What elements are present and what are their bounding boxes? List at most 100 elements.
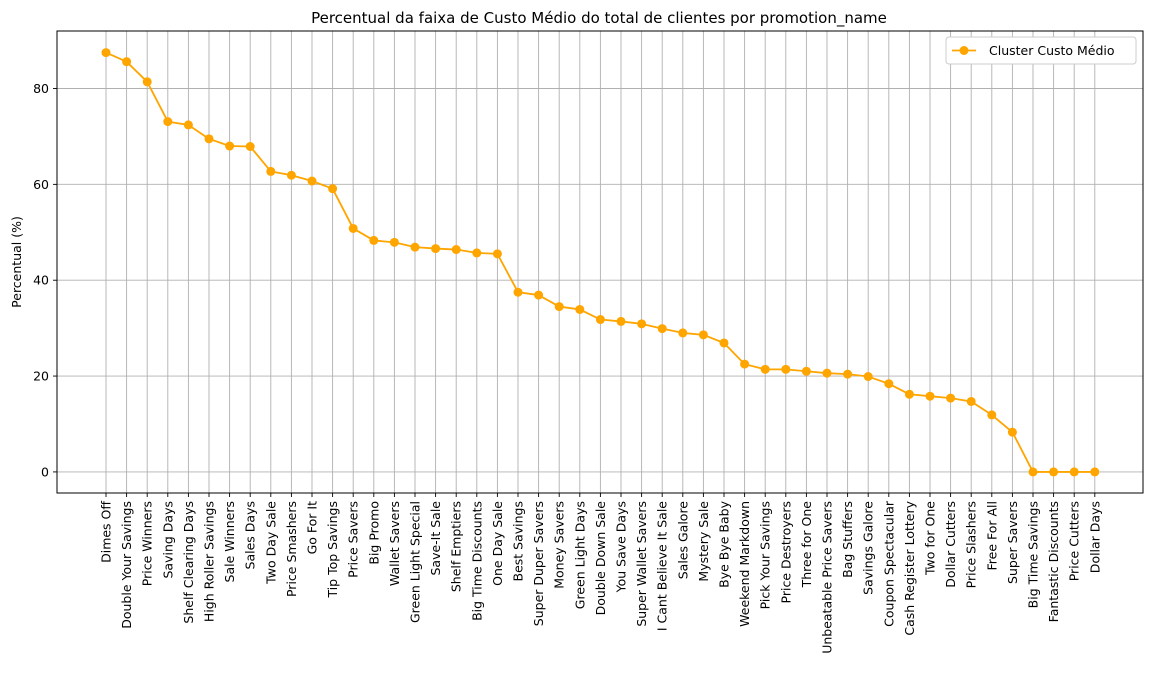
data-point — [328, 184, 338, 194]
x-tick-label: Price Savers — [346, 501, 361, 578]
x-tick-label: Cash Register Lottery — [902, 500, 917, 635]
data-point — [575, 304, 585, 314]
legend-label: Cluster Custo Médio — [989, 43, 1115, 58]
data-point — [286, 170, 296, 180]
x-tick-label: Pick Your Savings — [758, 501, 773, 609]
x-tick-label: Bag Stuffers — [840, 501, 855, 578]
data-point — [678, 328, 688, 338]
y-tick-label: 40 — [33, 273, 49, 288]
data-point — [657, 324, 667, 334]
data-point — [987, 410, 997, 420]
x-tick-label: Two Day Sale — [263, 501, 278, 585]
data-point — [472, 248, 482, 258]
x-tick-label: Coupon Spectacular — [881, 500, 896, 627]
x-tick-label: Price Smashers — [284, 501, 299, 597]
data-point — [142, 77, 152, 87]
x-tick-label: Tip Top Savings — [325, 501, 340, 599]
data-point — [595, 315, 605, 325]
x-tick-label: High Roller Savings — [202, 501, 217, 622]
x-tick-label: Weekend Markdown — [737, 501, 752, 627]
x-tick-label: Save-It Sale — [428, 501, 443, 576]
data-point — [884, 379, 894, 389]
data-point — [348, 223, 358, 233]
data-point — [513, 287, 523, 297]
x-tick-label: Shelf Clearing Days — [181, 501, 196, 624]
data-point — [616, 316, 626, 326]
data-point — [966, 396, 976, 406]
data-point — [1090, 467, 1100, 477]
data-points — [101, 48, 1100, 477]
x-tick-label: Super Duper Savers — [531, 501, 546, 626]
y-tick-label: 0 — [41, 464, 49, 479]
data-point — [245, 142, 255, 151]
data-point — [431, 244, 441, 254]
x-tick-label: I Cant Believe It Sale — [655, 501, 670, 631]
y-tick-label: 60 — [33, 177, 49, 192]
legend-marker-swatch — [959, 46, 969, 55]
x-tick-label: Double Down Sale — [593, 501, 608, 616]
x-tick-label: Wallet Savers — [387, 501, 402, 586]
x-tick-label: One Day Sale — [490, 501, 505, 586]
x-tick-label: Super Savers — [1005, 501, 1020, 584]
data-point — [698, 330, 708, 340]
x-tick-label: Price Winners — [140, 501, 155, 586]
data-point — [266, 166, 276, 176]
data-point — [163, 117, 173, 127]
y-tick-label: 20 — [33, 369, 49, 384]
x-tick-label: Big Promo — [366, 501, 381, 565]
x-tick-label: Savings Galore — [861, 501, 876, 595]
x-tick-label: Sale Winners — [222, 501, 237, 582]
data-point — [719, 338, 729, 348]
data-point — [183, 120, 193, 130]
data-point — [863, 372, 873, 382]
data-point — [101, 48, 111, 58]
x-tick-label: Double Your Savings — [119, 501, 134, 629]
legend-box — [945, 36, 1137, 65]
x-tick-label: Big Time Discounts — [469, 501, 484, 621]
data-point — [822, 368, 832, 378]
data-point — [554, 302, 564, 312]
y-tick-label: 80 — [33, 81, 49, 96]
x-tick-label: Go For It — [305, 501, 320, 554]
data-point — [369, 235, 379, 245]
data-point — [925, 391, 935, 401]
data-point — [451, 245, 461, 255]
data-point — [1049, 467, 1059, 477]
data-point — [801, 366, 811, 376]
data-point — [204, 134, 214, 144]
x-tick-label: Super Wallet Savers — [634, 501, 649, 627]
x-tick-label: You Save Days — [614, 501, 629, 593]
x-tick-label: Mystery Sale — [696, 501, 711, 582]
data-point — [307, 176, 317, 186]
x-tick-label: Price Slashers — [964, 501, 979, 588]
data-point — [781, 364, 791, 374]
x-tick-label: Two for One — [923, 501, 938, 576]
data-point — [410, 242, 420, 252]
data-point — [389, 237, 399, 247]
x-axis-ticks: Dimes Off Double Your Savings Price Winner… — [99, 493, 1102, 654]
x-tick-label: Dimes Off — [99, 501, 114, 563]
y-axis-label: Percentual (%) — [9, 216, 24, 308]
data-point — [1028, 467, 1038, 477]
grid-lines — [57, 31, 1143, 493]
data-point — [225, 141, 235, 151]
x-tick-label: Shelf Emptiers — [449, 501, 464, 592]
data-point — [904, 389, 914, 399]
x-tick-label: Green Light Special — [408, 501, 423, 623]
x-tick-label: Best Savings — [511, 501, 526, 582]
legend: Cluster Custo Médio — [945, 36, 1137, 65]
data-point — [843, 369, 853, 379]
data-point — [122, 57, 132, 67]
data-point — [740, 359, 750, 369]
x-tick-label: Big Time Savings — [1026, 501, 1041, 608]
x-tick-label: Sales Galore — [675, 501, 690, 580]
data-point — [946, 393, 956, 403]
x-tick-label: Money Savers — [552, 501, 567, 589]
x-tick-label: Saving Days — [160, 501, 175, 579]
x-tick-label: Sales Days — [243, 501, 258, 569]
data-point — [1069, 467, 1079, 477]
x-tick-label: Green Light Days — [572, 501, 587, 609]
x-tick-label: Unbeatable Price Savers — [820, 501, 835, 654]
x-tick-label: Fantastic Discounts — [1046, 501, 1061, 622]
